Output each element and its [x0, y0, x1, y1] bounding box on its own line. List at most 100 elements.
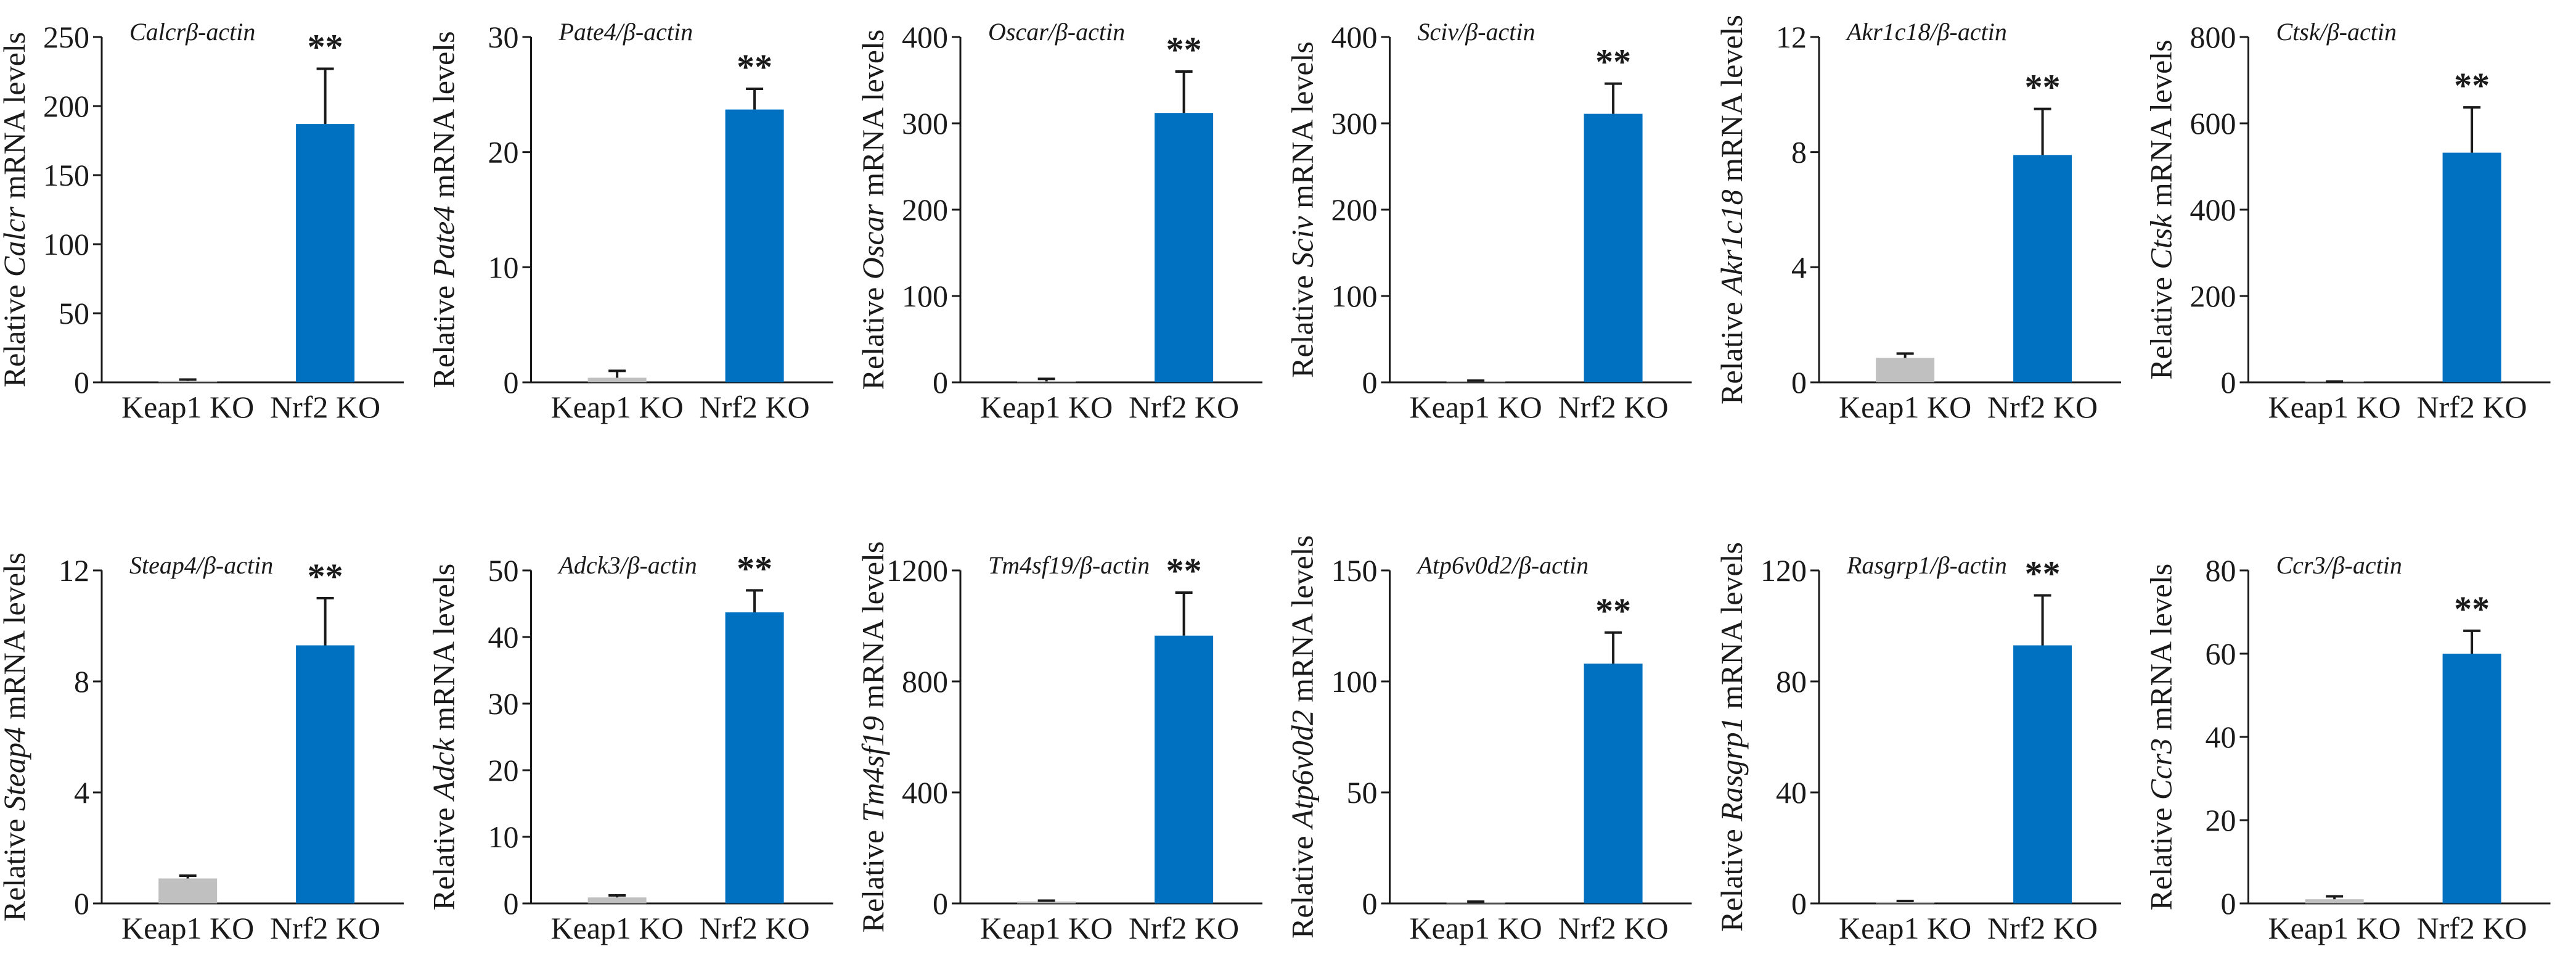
y-tick-label: 10 — [488, 820, 519, 854]
chart-panel: 0 100 200 300 400 Relative Oscar mRNA levels O… — [856, 18, 1262, 424]
y-tick-label: 0 — [74, 886, 89, 921]
panel-title: Ccr3/β-actin — [2276, 551, 2402, 579]
bar-nrf2-ko — [2013, 645, 2072, 903]
x-category-label: Nrf2 KO — [1558, 390, 1669, 424]
y-tick-label: 100 — [1331, 664, 1378, 699]
y-tick-label: 400 — [2190, 192, 2236, 227]
y-tick-label: 0 — [1791, 365, 1807, 400]
y-tick-label: 40 — [488, 620, 519, 654]
x-category-label: Nrf2 KO — [1129, 390, 1239, 424]
y-axis-label: Relative Rasgrp1 mRNA levels — [1714, 542, 1749, 932]
y-tick-label: 8 — [74, 664, 89, 699]
panel-title: Atp6v0d2/β-actin — [1416, 551, 1589, 579]
y-tick-label: 40 — [1776, 775, 1807, 810]
y-axis-label: Relative Calcr mRNA levels — [0, 32, 31, 387]
chart-panel: 0 100 200 300 400 Relative Sciv mRNA levels Sc… — [1285, 18, 1692, 424]
x-category-label: Nrf2 KO — [270, 390, 380, 424]
y-tick-label: 600 — [2190, 106, 2236, 141]
bar-nrf2-ko — [1584, 664, 1643, 903]
bar-keap1-ko — [1876, 902, 1935, 903]
y-tick-label: 200 — [2190, 279, 2236, 313]
y-tick-label: 1200 — [886, 553, 948, 588]
significance-marker: ** — [737, 47, 772, 87]
y-tick-label: 120 — [1760, 553, 1807, 588]
x-category-label: Keap1 KO — [1839, 911, 1971, 945]
x-category-label: Keap1 KO — [551, 911, 684, 945]
y-tick-label: 80 — [1776, 664, 1807, 699]
y-axis-label: Relative Akr1c18 mRNA levels — [1714, 15, 1749, 405]
x-category-label: Keap1 KO — [980, 911, 1113, 945]
y-tick-label: 150 — [43, 158, 89, 192]
bar-nrf2-ko — [2442, 654, 2501, 903]
y-tick-label: 0 — [504, 886, 519, 921]
y-tick-label: 400 — [1331, 20, 1378, 54]
y-tick-label: 20 — [2206, 803, 2236, 837]
bar-keap1-ko — [587, 377, 647, 382]
x-category-label: Keap1 KO — [121, 911, 254, 945]
y-axis-label: Relative Sciv mRNA levels — [1285, 41, 1320, 378]
x-category-label: Nrf2 KO — [1558, 911, 1669, 945]
bar-nrf2-ko — [2013, 155, 2072, 383]
y-tick-label: 20 — [488, 753, 519, 787]
y-tick-label: 0 — [74, 365, 89, 400]
bar-nrf2-ko — [725, 612, 784, 903]
y-axis-label: Relative Ccr3 mRNA levels — [2144, 564, 2178, 910]
x-category-label: Keap1 KO — [551, 390, 684, 424]
chart-panel: 0 50 100 150 Relative Atp6v0d2 mRNA levels At… — [1285, 535, 1692, 945]
x-category-label: Nrf2 KO — [270, 911, 380, 945]
significance-marker: ** — [2454, 589, 2490, 629]
panel-title: Adck3/β-actin — [557, 551, 697, 579]
y-tick-label: 400 — [902, 775, 948, 810]
y-tick-label: 30 — [488, 20, 519, 54]
y-tick-label: 0 — [1362, 365, 1378, 400]
y-tick-label: 0 — [504, 365, 519, 400]
chart-panel: 0 20 40 60 80 Relative Ccr3 mRNA levels Ccr3/β… — [2144, 551, 2551, 945]
y-tick-label: 100 — [43, 227, 89, 261]
y-tick-label: 200 — [1331, 192, 1378, 227]
panel-title: Calcrβ-actin — [129, 18, 255, 46]
significance-marker: ** — [308, 556, 343, 596]
bar-nrf2-ko — [296, 645, 355, 903]
chart-panel: 0 50 100 150 200 250 Relative Calcr mRNA level… — [0, 18, 404, 424]
y-tick-label: 0 — [1791, 886, 1807, 921]
y-tick-label: 40 — [2206, 720, 2236, 754]
y-tick-label: 80 — [2206, 553, 2236, 588]
x-category-label: Nrf2 KO — [1129, 911, 1239, 945]
y-tick-label: 4 — [74, 775, 89, 810]
significance-marker: ** — [2025, 67, 2061, 107]
x-category-label: Keap1 KO — [2268, 911, 2401, 945]
y-tick-label: 100 — [1331, 279, 1378, 313]
x-category-label: Keap1 KO — [1410, 390, 1542, 424]
chart-panel: 0 40 80 120 Relative Rasgrp1 mRNA levels Rasg… — [1714, 542, 2121, 945]
significance-marker: ** — [2025, 554, 2061, 594]
y-tick-label: 10 — [488, 250, 519, 284]
x-category-label: Keap1 KO — [1839, 390, 1971, 424]
chart-panel: 0 4 8 12 Relative Steap4 mRNA levels Steap4/β… — [0, 551, 404, 945]
panel-title: Pate4/β-actin — [558, 18, 693, 46]
y-tick-label: 8 — [1791, 135, 1807, 170]
y-tick-label: 12 — [59, 553, 89, 588]
x-category-label: Keap1 KO — [980, 390, 1113, 424]
bar-nrf2-ko — [296, 124, 355, 382]
x-category-label: Nrf2 KO — [1987, 911, 2098, 945]
panel-title: Steap4/β-actin — [129, 551, 273, 579]
x-category-label: Nrf2 KO — [2417, 390, 2527, 424]
y-tick-label: 50 — [59, 296, 89, 331]
y-tick-label: 100 — [902, 279, 948, 313]
bar-keap1-ko — [1876, 358, 1935, 382]
bar-keap1-ko — [2305, 899, 2364, 903]
y-tick-label: 250 — [43, 20, 89, 54]
x-category-label: Nrf2 KO — [2417, 911, 2527, 945]
y-axis-label: Relative Ctsk mRNA levels — [2144, 39, 2178, 379]
y-tick-label: 0 — [2221, 886, 2236, 921]
y-tick-label: 200 — [902, 192, 948, 227]
significance-marker: ** — [737, 548, 772, 588]
x-category-label: Nrf2 KO — [700, 911, 810, 945]
y-tick-label: 4 — [1791, 250, 1807, 284]
y-tick-label: 0 — [2221, 365, 2236, 400]
bar-keap1-ko — [1017, 381, 1076, 382]
significance-marker: ** — [2454, 65, 2490, 105]
chart-panel: 0 10 20 30 Relative Pate4 mRNA levels Pate4/β… — [427, 18, 833, 424]
